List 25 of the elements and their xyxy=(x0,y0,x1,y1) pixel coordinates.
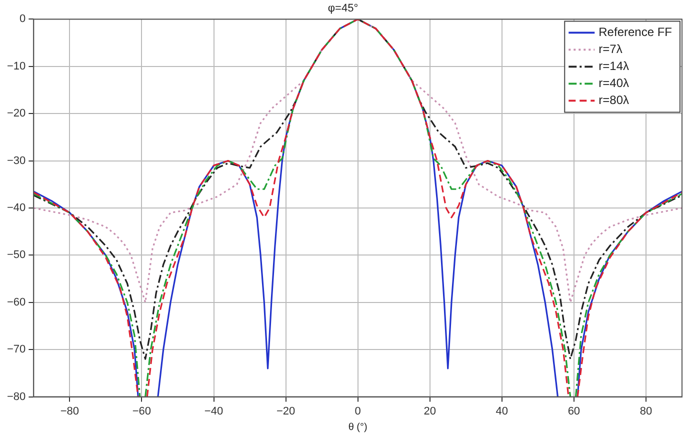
legend-label: r=40λ xyxy=(598,76,629,90)
y-tick-label: −70 xyxy=(6,344,26,356)
y-tick-label: −10 xyxy=(6,60,26,72)
x-tick-label: −20 xyxy=(276,405,296,418)
legend-label: r=80λ xyxy=(598,93,629,108)
x-tick-label: 60 xyxy=(568,405,580,418)
x-tick-label: 20 xyxy=(424,405,436,418)
x-tick-label: −80 xyxy=(60,405,80,418)
y-tick-label: −40 xyxy=(6,202,26,214)
y-tick-label: 0 xyxy=(20,13,26,26)
x-tick-label: 0 xyxy=(354,405,361,418)
legend-label: r=14λ xyxy=(598,59,629,74)
chart-title: φ=45° xyxy=(328,2,358,15)
y-tick-label: −20 xyxy=(6,108,26,120)
y-tick-label: −80 xyxy=(6,390,26,403)
x-tick-label: 80 xyxy=(640,405,652,418)
x-tick-label: −40 xyxy=(204,405,224,418)
y-tick-label: −30 xyxy=(6,154,26,167)
legend-label: Reference FF xyxy=(598,25,672,40)
x-tick-label: 40 xyxy=(496,405,508,418)
legend-label: r=7λ xyxy=(598,42,622,56)
y-tick-label: −60 xyxy=(6,296,26,308)
y-tick-label: −50 xyxy=(6,249,26,262)
x-axis-title: θ (°) xyxy=(348,422,368,433)
x-tick-label: −60 xyxy=(132,405,152,418)
